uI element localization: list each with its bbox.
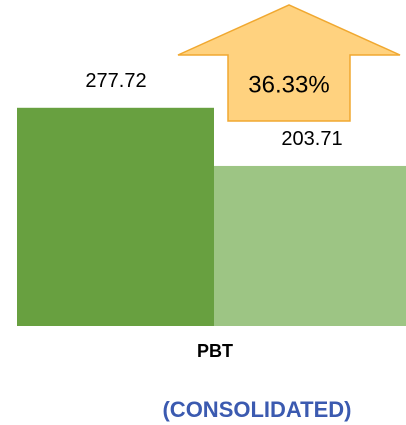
category-label: PBT	[197, 341, 233, 361]
subtitle: (CONSOLIDATED)	[162, 397, 351, 422]
bar	[17, 107, 214, 326]
bar	[214, 165, 406, 326]
data-label: 277.72	[85, 70, 146, 92]
annotation: 36.33%	[248, 71, 329, 98]
arrow	[177, 4, 401, 122]
data-label: 203.71	[281, 128, 342, 150]
